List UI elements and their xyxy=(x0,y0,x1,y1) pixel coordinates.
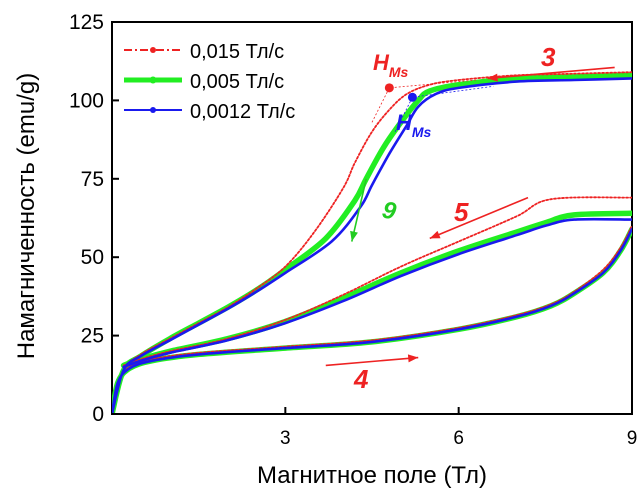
arrow-line xyxy=(350,178,368,242)
x-tick-label: 9 xyxy=(627,428,638,449)
arrow-head xyxy=(429,230,441,239)
legend-marker-green xyxy=(149,76,157,84)
x-tick-label: 6 xyxy=(453,428,464,449)
y-tick-label: 125 xyxy=(69,11,104,34)
y-tick-label: 100 xyxy=(69,89,104,112)
series-0-branch-1 xyxy=(112,71,632,414)
ticks-group: 0 25 50 75 100 125 3 6 9 xyxy=(69,11,637,449)
y-axis-label: Намагниченность (emu/g) xyxy=(13,73,40,360)
curves-group xyxy=(112,71,632,414)
legend-label-red: 0,015 Тл/с xyxy=(190,41,284,63)
arrow-line xyxy=(325,356,419,367)
arrow-line xyxy=(429,196,529,240)
series-0-branch-0 xyxy=(112,224,632,414)
legend: 0,015 Тл/с 0,005 Тл/с 0,0012 Тл/с xyxy=(124,41,295,123)
series-0-branch-2 xyxy=(122,196,632,367)
series-2-branch-0 xyxy=(112,227,632,414)
arrow-line xyxy=(487,66,615,80)
annotation-label: 9 xyxy=(380,196,399,225)
y-tick-label: 0 xyxy=(92,403,104,426)
x-tick-label: 3 xyxy=(280,428,291,449)
legend-marker-blue xyxy=(150,107,156,113)
plot-area xyxy=(111,21,633,415)
y-tick-label: 50 xyxy=(81,246,104,269)
legend-marker-red xyxy=(150,47,156,53)
hms-marker xyxy=(407,92,417,102)
hms-marker xyxy=(384,83,394,93)
red-hms-guide xyxy=(371,79,477,123)
arrow-head xyxy=(487,73,498,82)
legend-label-blue: 0,0012 Тл/с xyxy=(190,101,295,123)
y-tick-label: 75 xyxy=(81,168,104,191)
arrow-head xyxy=(350,230,358,242)
annotation-label: 3 xyxy=(541,42,556,72)
x-axis-label: Магнитное поле (Тл) xyxy=(257,462,487,489)
y-tick-label: 25 xyxy=(81,325,104,348)
legend-label-green: 0,005 Тл/с xyxy=(190,71,284,93)
annotation-label: 5 xyxy=(454,197,469,227)
arrow-head xyxy=(407,354,419,363)
blue-hms-guide xyxy=(394,85,494,132)
annotation-label: 4 xyxy=(353,364,369,394)
series-2-branch-2 xyxy=(122,217,632,369)
